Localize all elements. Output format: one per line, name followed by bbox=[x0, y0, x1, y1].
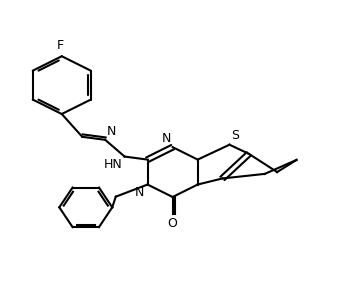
Text: S: S bbox=[231, 129, 239, 142]
Text: HN: HN bbox=[104, 158, 123, 171]
Text: O: O bbox=[168, 217, 178, 230]
Text: N: N bbox=[134, 186, 144, 199]
Text: N: N bbox=[107, 125, 116, 138]
Text: N: N bbox=[161, 132, 171, 145]
Text: F: F bbox=[56, 39, 64, 52]
